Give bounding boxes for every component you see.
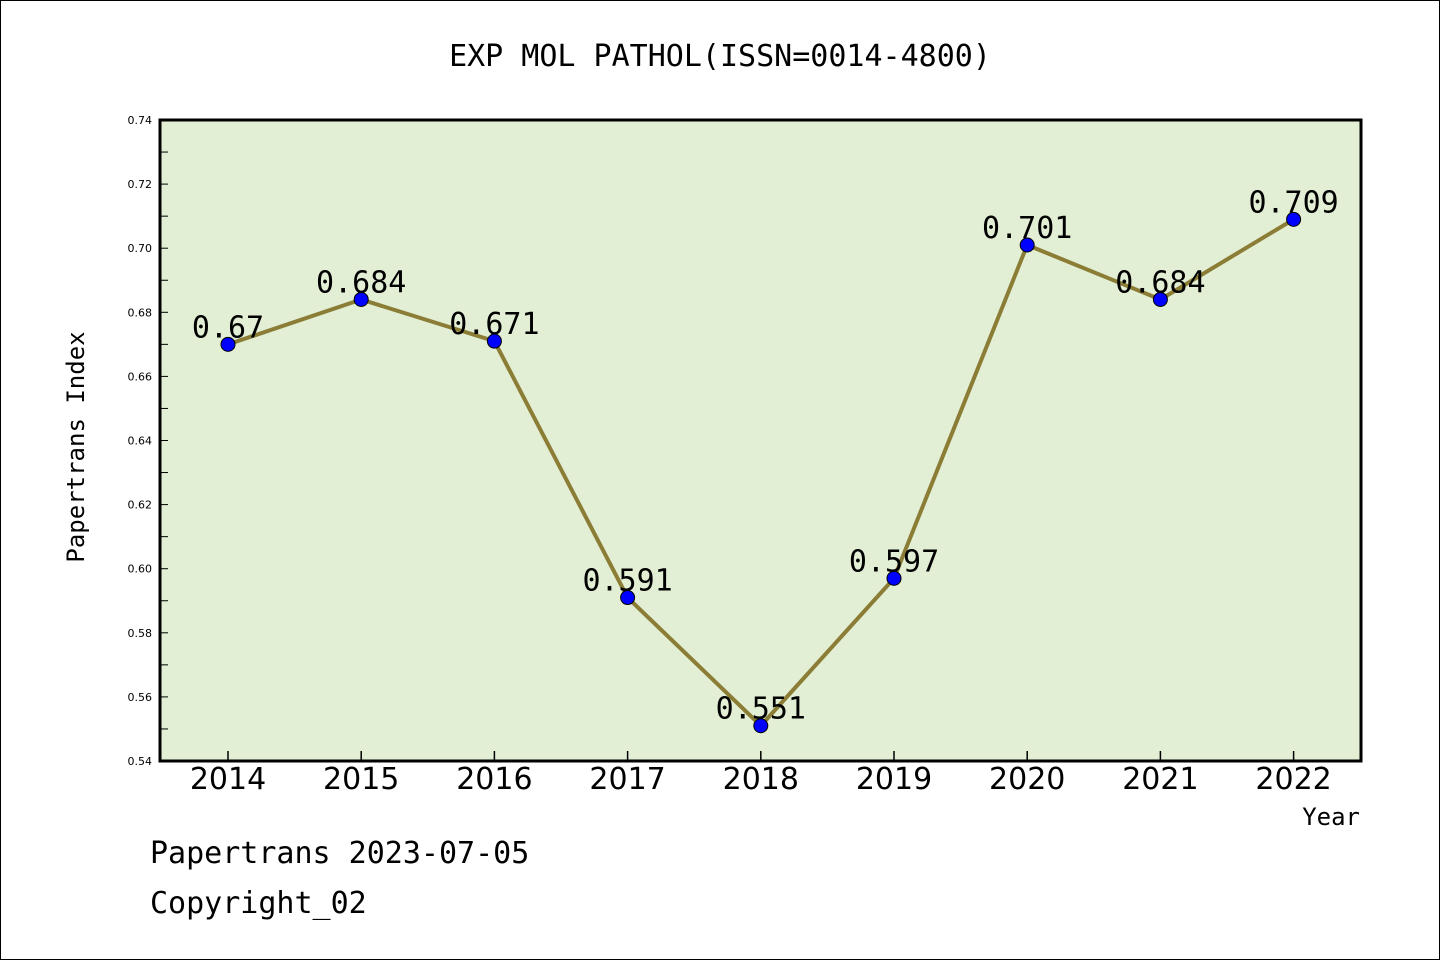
data-markers [220,211,1302,734]
y-tick-label: 0.72 [128,178,153,191]
y-tick-label: 0.60 [128,563,153,576]
data-label: 0.671 [449,307,539,342]
y-tick-label: 0.70 [128,242,153,255]
y-axis-ticks: 0.54 0.56 0.58 0.60 0.62 0.64 0.66 0.68 0.70 0.72… [128,114,168,768]
x-axis-label: Year [1302,803,1360,831]
data-label: 0.684 [316,265,406,300]
x-tick-label: 2015 [323,762,399,797]
data-label: 0.701 [982,211,1072,246]
data-point [753,718,769,734]
chart-title: EXP MOL PATHOL(ISSN=0014-4800) [449,39,991,74]
plot-area [158,118,1363,763]
footer-date: Papertrans 2023-07-05 [150,836,530,871]
data-label: 0.597 [849,544,939,579]
x-axis-ticks: 2014 2015 2016 2017 2018 2019 2020 2021 2022 [190,751,1332,797]
x-tick-label: 2020 [989,762,1065,797]
data-point [1019,237,1035,253]
x-tick-label: 2018 [723,762,799,797]
data-label: 0.709 [1248,185,1338,220]
y-tick-label: 0.54 [128,755,153,768]
data-labels: 0.67 0.684 0.671 0.591 0.551 0.597 0.701 0.684 0… [192,185,1339,726]
x-tick-label: 2014 [190,762,266,797]
data-point [620,590,636,606]
x-tick-label: 2021 [1122,762,1198,797]
y-tick-label: 0.66 [128,370,153,383]
footer-copyright: Copyright_02 [150,886,367,921]
x-tick-label: 2019 [856,762,932,797]
data-label: 0.591 [582,564,672,599]
data-point [353,291,369,307]
x-tick-label: 2022 [1255,762,1331,797]
y-axis-label: Papertrans Index [62,331,90,562]
x-tick-label: 2017 [589,762,665,797]
y-tick-label: 0.74 [128,114,153,127]
y-tick-label: 0.62 [128,499,153,512]
data-point [1286,211,1302,227]
y-tick-label: 0.68 [128,306,153,319]
data-point [886,570,902,586]
data-point [1152,291,1168,307]
x-tick-label: 2016 [456,762,532,797]
data-label: 0.684 [1115,265,1205,300]
data-label: 0.551 [716,692,806,727]
y-tick-label: 0.56 [128,691,153,704]
y-tick-label: 0.58 [128,627,153,640]
data-point [220,336,236,352]
y-tick-label: 0.64 [128,435,153,448]
data-point [486,333,502,349]
data-label: 0.67 [192,310,264,345]
